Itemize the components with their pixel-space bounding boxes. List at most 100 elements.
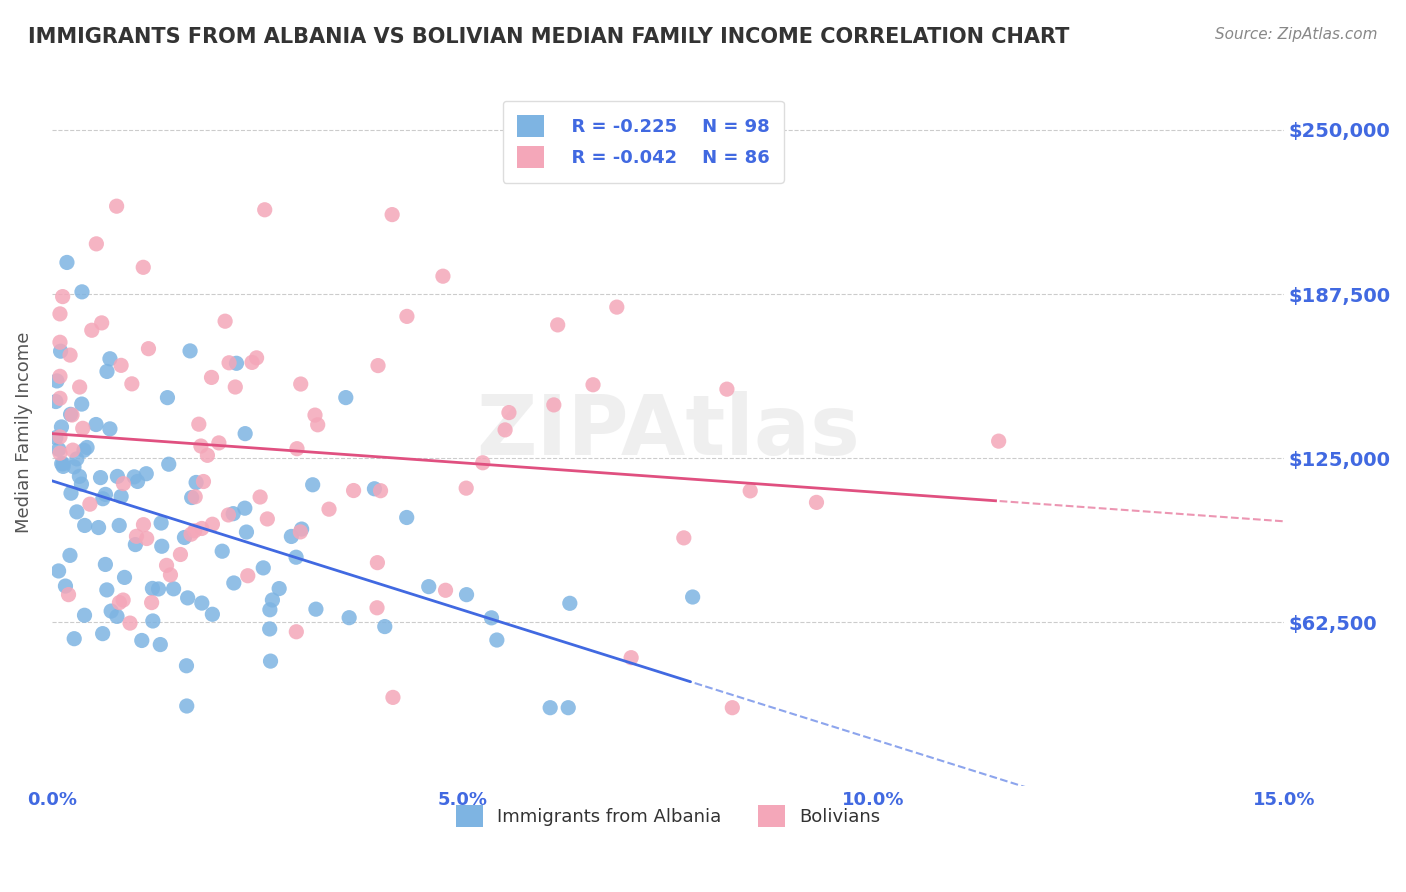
Bolivians (132, 260, 155, 275)
Bolivians (190, 439, 212, 453)
Bolivians (169, 548, 191, 562)
Immigrants from Albania (108, 518, 131, 533)
Immigrants from Albania (52, 457, 75, 471)
Immigrants from Albania (262, 593, 284, 607)
Y-axis label: Median Family Income: Median Family Income (15, 331, 32, 533)
Immigrants from Albania (538, 700, 561, 714)
Immigrants from Albania (48, 442, 70, 457)
Bolivians (187, 417, 209, 432)
Immigrants from Albania (149, 638, 172, 652)
Bolivians (180, 527, 202, 541)
Immigrants from Albania (76, 441, 98, 455)
Immigrants from Albania (45, 374, 67, 388)
Bolivians (307, 417, 329, 432)
Bolivians (62, 443, 84, 458)
Bolivians (366, 556, 388, 570)
Immigrants from Albania (73, 443, 96, 458)
Bolivians (112, 476, 135, 491)
Bolivians (987, 434, 1010, 449)
Immigrants from Albania (259, 622, 281, 636)
Immigrants from Albania (100, 604, 122, 618)
Immigrants from Albania (301, 477, 323, 491)
Bolivians (381, 690, 404, 705)
Immigrants from Albania (162, 582, 184, 596)
Immigrants from Albania (96, 364, 118, 378)
Immigrants from Albania (259, 603, 281, 617)
Bolivians (256, 512, 278, 526)
Immigrants from Albania (374, 619, 396, 633)
Bolivians (432, 269, 454, 284)
Bolivians (290, 377, 312, 392)
Bolivians (224, 380, 246, 394)
Bolivians (245, 351, 267, 365)
Bolivians (183, 524, 205, 538)
Immigrants from Albania (59, 549, 82, 563)
Bolivians (86, 236, 108, 251)
Immigrants from Albania (105, 609, 128, 624)
Immigrants from Albania (94, 487, 117, 501)
Immigrants from Albania (87, 520, 110, 534)
Bolivians (138, 342, 160, 356)
Bolivians (381, 208, 404, 222)
Immigrants from Albania (141, 582, 163, 596)
Bolivians (367, 359, 389, 373)
Bolivians (108, 596, 131, 610)
Immigrants from Albania (67, 469, 90, 483)
Text: IMMIGRANTS FROM ALBANIA VS BOLIVIAN MEDIAN FAMILY INCOME CORRELATION CHART: IMMIGRANTS FROM ALBANIA VS BOLIVIAN MEDI… (28, 27, 1070, 46)
Bolivians (434, 583, 457, 598)
Bolivians (217, 508, 239, 522)
Bolivians (806, 495, 828, 509)
Immigrants from Albania (150, 516, 173, 530)
Immigrants from Albania (337, 610, 360, 624)
Bolivians (304, 408, 326, 422)
Bolivians (49, 446, 72, 460)
Immigrants from Albania (176, 698, 198, 713)
Immigrants from Albania (98, 422, 121, 436)
Immigrants from Albania (48, 564, 70, 578)
Bolivians (253, 202, 276, 217)
Immigrants from Albania (114, 570, 136, 584)
Bolivians (90, 316, 112, 330)
Immigrants from Albania (84, 417, 107, 432)
Immigrants from Albania (59, 486, 82, 500)
Bolivians (620, 650, 643, 665)
Immigrants from Albania (45, 431, 67, 445)
Bolivians (582, 377, 605, 392)
Immigrants from Albania (456, 588, 478, 602)
Immigrants from Albania (150, 539, 173, 553)
Immigrants from Albania (558, 596, 581, 610)
Immigrants from Albania (259, 654, 281, 668)
Bolivians (214, 314, 236, 328)
Immigrants from Albania (63, 459, 86, 474)
Immigrants from Albania (233, 426, 256, 441)
Immigrants from Albania (73, 518, 96, 533)
Immigrants from Albania (176, 591, 198, 605)
Bolivians (125, 529, 148, 543)
Immigrants from Albania (98, 351, 121, 366)
Immigrants from Albania (70, 477, 93, 491)
Text: Source: ZipAtlas.com: Source: ZipAtlas.com (1215, 27, 1378, 42)
Immigrants from Albania (56, 255, 79, 269)
Immigrants from Albania (49, 344, 72, 359)
Bolivians (69, 380, 91, 394)
Bolivians (366, 600, 388, 615)
Bolivians (112, 593, 135, 607)
Bolivians (543, 398, 565, 412)
Bolivians (318, 502, 340, 516)
Bolivians (240, 355, 263, 369)
Immigrants from Albania (70, 285, 93, 299)
Bolivians (121, 376, 143, 391)
Immigrants from Albania (122, 470, 145, 484)
Bolivians (118, 616, 141, 631)
Immigrants from Albania (252, 561, 274, 575)
Bolivians (105, 199, 128, 213)
Immigrants from Albania (70, 397, 93, 411)
Immigrants from Albania (66, 451, 89, 466)
Immigrants from Albania (395, 510, 418, 524)
Bolivians (49, 307, 72, 321)
Immigrants from Albania (148, 582, 170, 596)
Immigrants from Albania (131, 633, 153, 648)
Immigrants from Albania (45, 394, 67, 409)
Bolivians (193, 475, 215, 489)
Immigrants from Albania (91, 491, 114, 506)
